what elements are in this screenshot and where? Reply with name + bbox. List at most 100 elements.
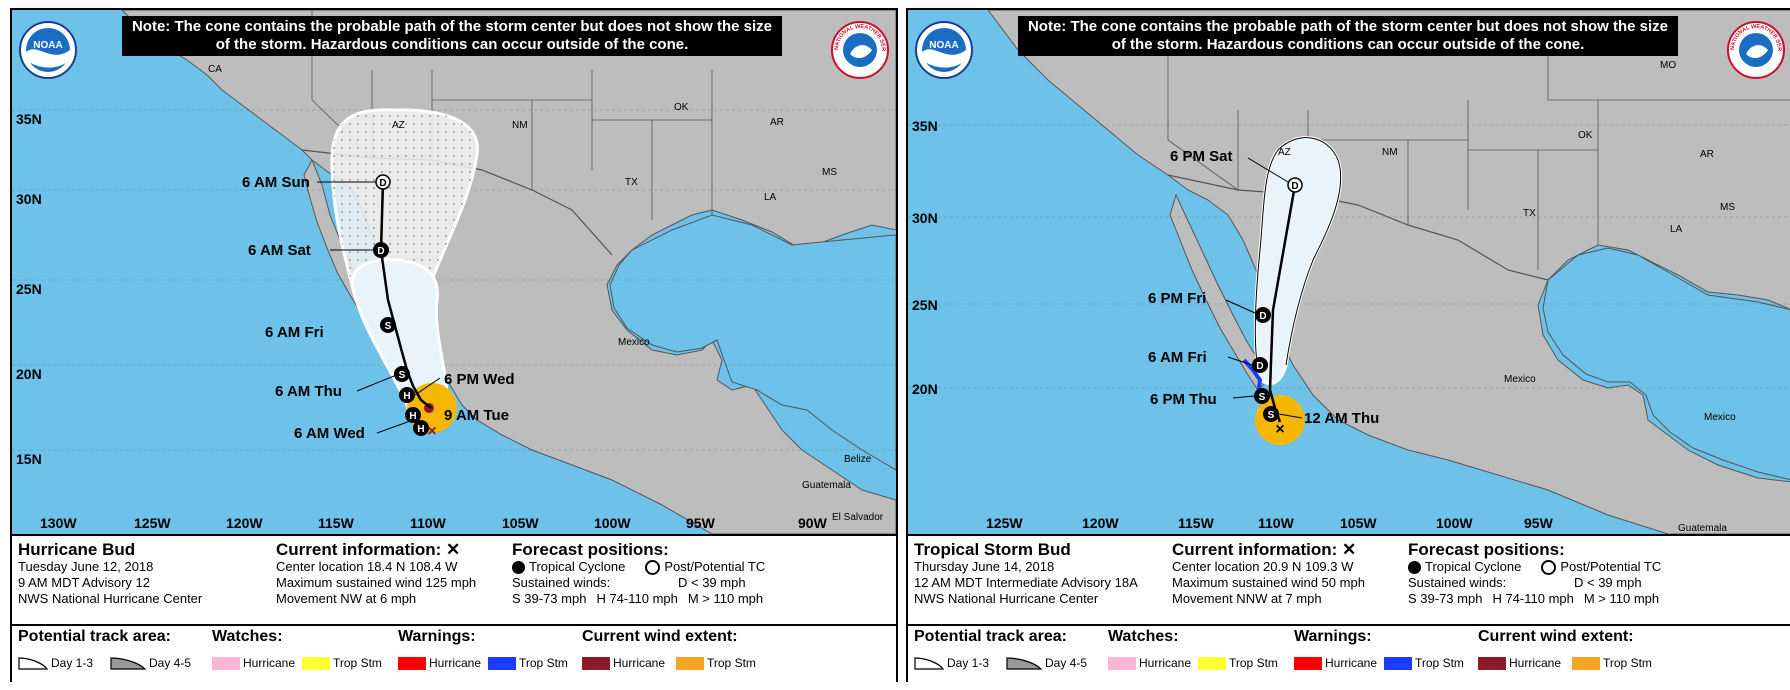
cone-outline xyxy=(1254,137,1342,371)
svg-text:NM: NM xyxy=(1382,147,1398,158)
svg-text:MO: MO xyxy=(1660,60,1676,71)
time-label: 6 AM Sun xyxy=(242,174,310,191)
max-wind: Maximum sustained wind 125 mph xyxy=(276,575,477,590)
svg-text:90W: 90W xyxy=(798,515,828,531)
x-icon: ✕ xyxy=(1342,540,1357,559)
noaa-logo: NOAA xyxy=(18,20,78,80)
marker-sat: D xyxy=(373,242,389,258)
current-position-x-icon: × xyxy=(1275,421,1284,438)
svg-text:110W: 110W xyxy=(410,515,447,531)
advisory-date: Tuesday June 12, 2018 xyxy=(18,559,154,574)
svg-text:105W: 105W xyxy=(502,515,539,531)
svg-text:AR: AR xyxy=(1700,149,1714,160)
marker-sun: D xyxy=(375,174,391,190)
svg-text:AZ: AZ xyxy=(392,120,405,131)
svg-text:25N: 25N xyxy=(16,281,42,297)
svg-text:125W: 125W xyxy=(134,515,171,531)
svg-text:115W: 115W xyxy=(1178,515,1215,531)
svg-text:Mexico: Mexico xyxy=(618,337,650,348)
legend-hurricane-wind: Hurricane xyxy=(582,656,665,670)
dotted-cone-icon xyxy=(110,657,146,670)
center-location: Center location 20.9 N 109.3 W xyxy=(1172,559,1354,574)
svg-text:20N: 20N xyxy=(16,366,42,382)
left-legend: Potential track area: Watches: Warnings:… xyxy=(12,624,896,682)
cone-outline-icon xyxy=(914,657,944,670)
legend-hurricane-wind: Hurricane xyxy=(1478,656,1561,670)
svg-text:120W: 120W xyxy=(1082,515,1119,531)
storm-title: Hurricane Bud xyxy=(18,540,136,559)
warnings-title: Warnings: xyxy=(398,628,476,645)
svg-text:CA: CA xyxy=(208,64,222,75)
wind-categories: S 39-73 mph H 74-110 mph M > 110 mph xyxy=(1408,591,1660,606)
svg-text:110W: 110W xyxy=(1258,515,1295,531)
legend-trop-warning: Trop Stm xyxy=(488,656,568,670)
forecast-track xyxy=(379,181,432,409)
time-label: 6 AM Fri xyxy=(265,324,324,341)
advisory-number: 9 AM MDT Advisory 12 xyxy=(18,575,150,590)
cone-note: Note: The cone contains the probable pat… xyxy=(1018,16,1678,56)
legend-day45: Day 4-5 xyxy=(110,656,191,670)
marker-thu-pm: S xyxy=(1254,388,1270,404)
svg-text:Belize: Belize xyxy=(844,454,872,465)
track-area-title: Potential track area: xyxy=(18,628,171,645)
forecast-key: Tropical Cyclone Post/Potential TC xyxy=(1408,559,1788,575)
svg-text:30N: 30N xyxy=(912,210,938,226)
current-info-header: Current information: ✕ xyxy=(276,540,461,559)
time-label: 6 PM Wed xyxy=(444,371,515,388)
nws-logo: NATIONAL WEATHER SERVICE xyxy=(1726,20,1786,80)
place-labels: MO AZ NM OK AR TX LA MS Mexico Mexico Gu… xyxy=(1278,60,1736,534)
svg-text:MS: MS xyxy=(822,167,837,178)
marker-wed-pm: H xyxy=(399,387,415,403)
legend-trop-wind: Trop Stm xyxy=(676,656,756,670)
land-mass xyxy=(121,10,896,534)
marker-sat: D xyxy=(1287,177,1303,193)
advisory-number: 12 AM MDT Intermediate Advisory 18A xyxy=(914,575,1138,590)
right-info-box: Tropical Storm Bud Thursday June 14, 201… xyxy=(908,534,1790,624)
forecast-key: Tropical Cyclone Post/Potential TC xyxy=(512,559,892,575)
svg-text:AZ: AZ xyxy=(1278,147,1291,158)
svg-text:OK: OK xyxy=(1578,130,1593,141)
advisory-date: Thursday June 14, 2018 xyxy=(914,559,1055,574)
svg-text:130W: 130W xyxy=(40,515,77,531)
post-tc-icon xyxy=(645,559,661,575)
svg-text:OK: OK xyxy=(674,102,689,113)
lon-labels: 130W 125W 120W 115W 110W 105W 100W 95W 9… xyxy=(40,515,828,531)
marker-thu: S xyxy=(394,366,410,382)
svg-text:120W: 120W xyxy=(226,515,263,531)
svg-text:Mexico: Mexico xyxy=(1704,412,1736,423)
lat-labels: 35N 30N 25N 20N xyxy=(912,118,938,397)
time-label: 6 AM Sat xyxy=(248,242,311,259)
marker-label: H xyxy=(417,424,424,435)
marker-label: D xyxy=(1291,181,1298,192)
x-icon: ✕ xyxy=(446,540,461,559)
gulf-of-california xyxy=(1200,215,1270,352)
marker-label: H xyxy=(403,391,410,402)
legend-trop-watch: Trop Stm xyxy=(302,656,382,670)
svg-text:30N: 30N xyxy=(16,191,42,207)
time-label: 6 PM Sat xyxy=(1170,148,1233,165)
gulf-of-mexico xyxy=(1542,247,1790,481)
time-label: 6 AM Wed xyxy=(294,425,365,442)
movement: Movement NW at 6 mph xyxy=(276,591,417,606)
label-leaders xyxy=(317,181,441,434)
svg-text:El Salvador: El Salvador xyxy=(832,512,884,523)
svg-text:NOAA: NOAA xyxy=(929,40,958,51)
center-location: Center location 18.4 N 108.4 W xyxy=(276,559,458,574)
track-area-title: Potential track area: xyxy=(914,628,1067,645)
marker-label: D xyxy=(1256,361,1263,372)
noaa-logo: NOAA xyxy=(914,20,974,80)
cone-note: Note: The cone contains the probable pat… xyxy=(122,16,782,56)
marker-fri-am: D xyxy=(1252,357,1268,373)
d-line-row: Sustained winds: D < 39 mph xyxy=(512,575,746,590)
post-tc-icon xyxy=(1541,559,1557,575)
legend-hurricane-warning: Hurricane xyxy=(1294,656,1377,670)
time-label: 12 AM Thu xyxy=(1304,410,1379,427)
track-markers: D D D S S xyxy=(1252,177,1303,422)
label-leaders xyxy=(1225,157,1303,419)
watches-title: Watches: xyxy=(212,628,283,645)
marker-label: H xyxy=(409,411,416,422)
time-label: 6 PM Thu xyxy=(1150,391,1217,408)
cone-day45-pattern xyxy=(332,109,478,286)
legend-day13: Day 1-3 xyxy=(914,656,989,670)
left-forecast-panel: D D S S H H H × 6 AM Sun 6 AM Sat 6 AM F… xyxy=(10,8,898,682)
